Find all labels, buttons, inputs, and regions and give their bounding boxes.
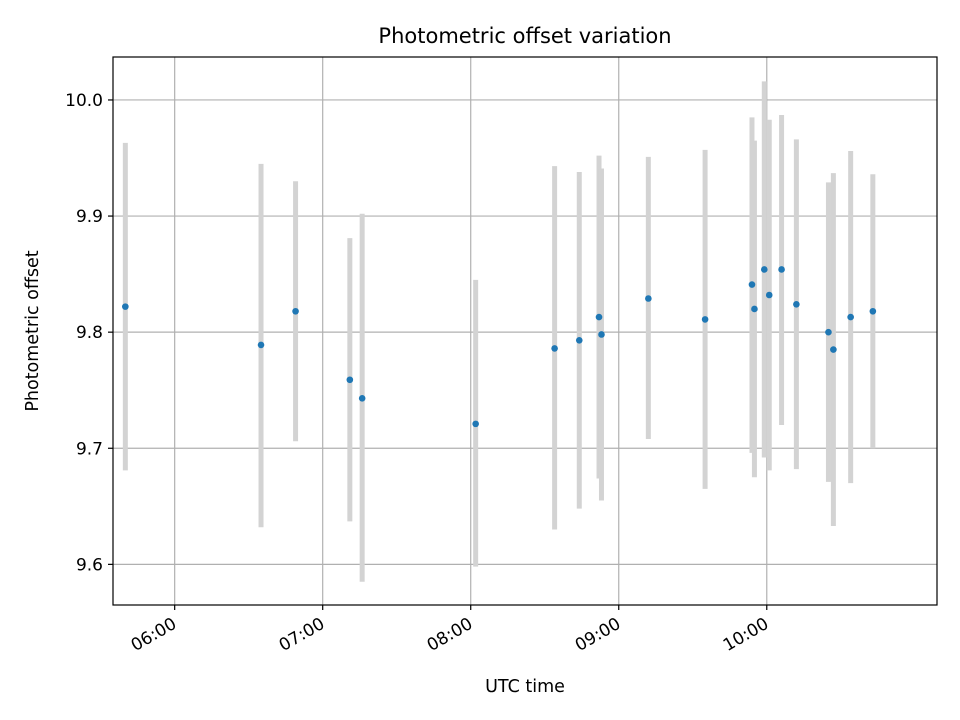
data-point xyxy=(778,266,785,273)
data-points xyxy=(122,266,877,428)
data-point xyxy=(847,313,854,321)
y-axis-label: Photometric offset xyxy=(23,250,43,411)
y-axis: 9.6 9.7 9.8 9.9 10.0 xyxy=(65,91,113,575)
data-point xyxy=(472,420,479,428)
y-tick-label: 9.9 xyxy=(76,207,103,227)
data-point xyxy=(346,376,354,384)
x-axis-label: UTC time xyxy=(485,677,565,697)
plot-frame xyxy=(112,56,938,606)
data-point xyxy=(595,313,603,321)
data-point xyxy=(551,345,558,352)
data-point xyxy=(869,307,877,315)
data-point xyxy=(751,305,758,313)
y-tick-label: 9.6 xyxy=(76,555,103,575)
data-point xyxy=(257,341,265,349)
data-point xyxy=(575,336,583,344)
data-point xyxy=(793,300,800,308)
data-point xyxy=(358,395,366,402)
data-point xyxy=(761,266,768,273)
y-tick-label: 9.8 xyxy=(76,323,103,343)
data-point xyxy=(701,316,709,323)
data-point xyxy=(825,328,832,336)
data-point xyxy=(748,281,756,288)
data-point xyxy=(830,346,837,353)
data-point xyxy=(645,295,652,302)
chart-title: Photometric offset variation xyxy=(378,24,671,48)
data-point xyxy=(598,331,605,338)
y-tick-label: 9.7 xyxy=(76,439,103,459)
data-point xyxy=(292,307,299,315)
data-point xyxy=(765,291,773,299)
y-tick-label: 10.0 xyxy=(65,91,103,111)
data-point xyxy=(122,303,129,310)
